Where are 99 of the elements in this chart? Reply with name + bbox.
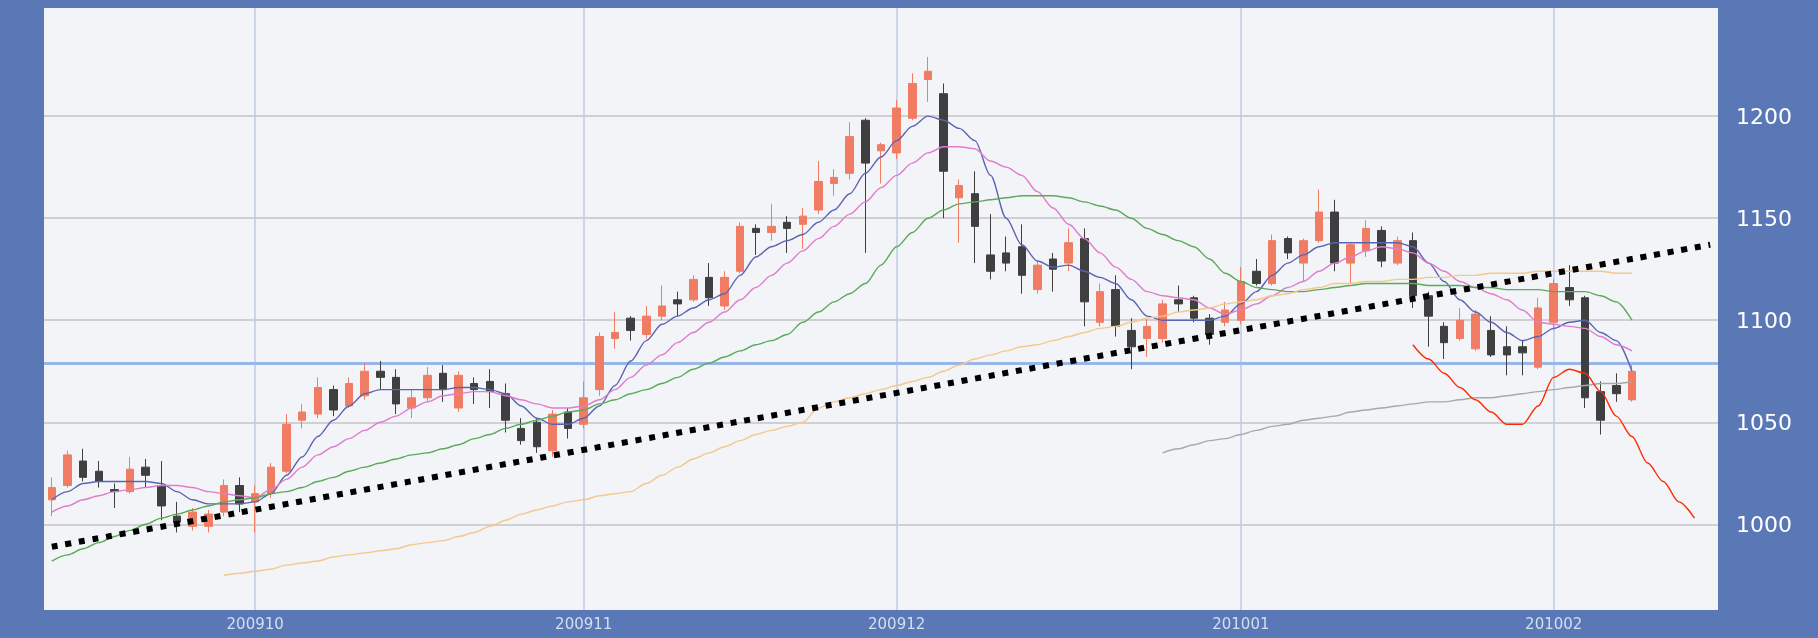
candlestick (1440, 321, 1448, 360)
x-tick-label: 201002 (1525, 614, 1583, 633)
candlestick (314, 376, 322, 419)
candlestick (298, 403, 306, 429)
candlestick (173, 501, 181, 533)
line-series (1412, 344, 1696, 519)
candlestick (407, 389, 416, 419)
candlestick (611, 311, 619, 350)
candlestick (79, 448, 87, 482)
candlestick (1111, 274, 1120, 338)
candlestick (329, 385, 338, 417)
line-series (1161, 380, 1633, 454)
candlestick (1268, 234, 1276, 287)
candlestick (1377, 225, 1386, 268)
candlestick (861, 117, 870, 254)
candlestick (971, 170, 979, 264)
candlestick (1362, 219, 1370, 258)
candlestick (345, 376, 353, 409)
x-tick-label: 200911 (555, 614, 613, 633)
candlestick (705, 262, 713, 307)
candlestick (1581, 295, 1589, 409)
candlestick (720, 270, 729, 311)
candlestick (1284, 236, 1292, 260)
x-tick-label: 200912 (868, 614, 926, 633)
candlestick (501, 382, 510, 433)
candlestick (939, 83, 948, 219)
candlestick (1456, 307, 1464, 342)
candlestick (439, 364, 447, 403)
candlestick (126, 456, 134, 495)
candlestick (1096, 282, 1104, 327)
candlestick (1330, 199, 1339, 272)
candlestick (986, 213, 995, 280)
candlestick (1518, 340, 1527, 376)
candlestick (1409, 231, 1417, 309)
candlestick (1487, 315, 1495, 358)
candlestick (48, 476, 56, 517)
candlestick (1127, 317, 1136, 370)
candlestick (658, 285, 666, 321)
candlestick (626, 315, 635, 342)
candlestick (767, 203, 776, 242)
candlestick (1503, 325, 1511, 376)
x-tick-label: 200910 (226, 614, 284, 633)
candlestick (1143, 317, 1151, 358)
candlestick (1612, 372, 1621, 403)
candlestick (1596, 380, 1605, 435)
candlestick (282, 413, 291, 474)
candlestick (595, 331, 604, 397)
candlestick (1033, 260, 1042, 295)
candlestick (1002, 236, 1010, 272)
candlestick (517, 417, 525, 446)
y-tick-label: 1200 (1736, 103, 1792, 129)
candlestick (752, 223, 760, 256)
candlestick (673, 291, 682, 317)
candlestick (642, 305, 651, 340)
line-series (223, 270, 1633, 577)
candlestick (63, 450, 72, 489)
candlestick (1565, 264, 1574, 307)
candlestick (1346, 242, 1355, 284)
candlestick (1424, 291, 1433, 348)
candlestick (1080, 227, 1089, 327)
candlestick (141, 458, 150, 489)
candlestick (736, 221, 744, 274)
candlestick (360, 362, 369, 401)
candlestick (1018, 223, 1026, 295)
candlestick (799, 207, 807, 250)
candlestick (924, 56, 932, 103)
candlestick (1534, 297, 1542, 370)
candlestick (392, 368, 400, 415)
candlestick (1628, 364, 1636, 403)
candlestick (533, 417, 541, 454)
candlestick (1174, 285, 1183, 313)
candlestick (1471, 309, 1480, 352)
candlestick (908, 72, 917, 121)
y-tick-label: 1000 (1736, 511, 1792, 537)
candlestick (955, 178, 963, 244)
candlestick (689, 274, 698, 303)
candlestick (548, 409, 557, 458)
y-tick-label: 1100 (1736, 307, 1792, 333)
candlestick (454, 370, 463, 413)
candlestick (157, 460, 166, 521)
candlestick (1252, 258, 1261, 287)
y-tick-label: 1050 (1736, 409, 1792, 435)
candlestick (845, 121, 854, 180)
candlestick (423, 366, 432, 403)
candlestick (1549, 278, 1558, 331)
candlestick (1299, 238, 1308, 282)
candlestick (814, 160, 823, 215)
candlestick (892, 99, 901, 160)
candlestick (783, 215, 791, 254)
y-tick-label: 1150 (1736, 205, 1792, 231)
candlestick (376, 360, 385, 391)
candlestick (830, 168, 838, 197)
candlestick (1064, 227, 1073, 272)
candlestick (1315, 189, 1323, 244)
candlestick (877, 142, 885, 184)
candlestick (1158, 299, 1167, 344)
line-series (51, 195, 1633, 562)
candlestick (95, 460, 103, 489)
x-tick-label: 201001 (1212, 614, 1270, 633)
